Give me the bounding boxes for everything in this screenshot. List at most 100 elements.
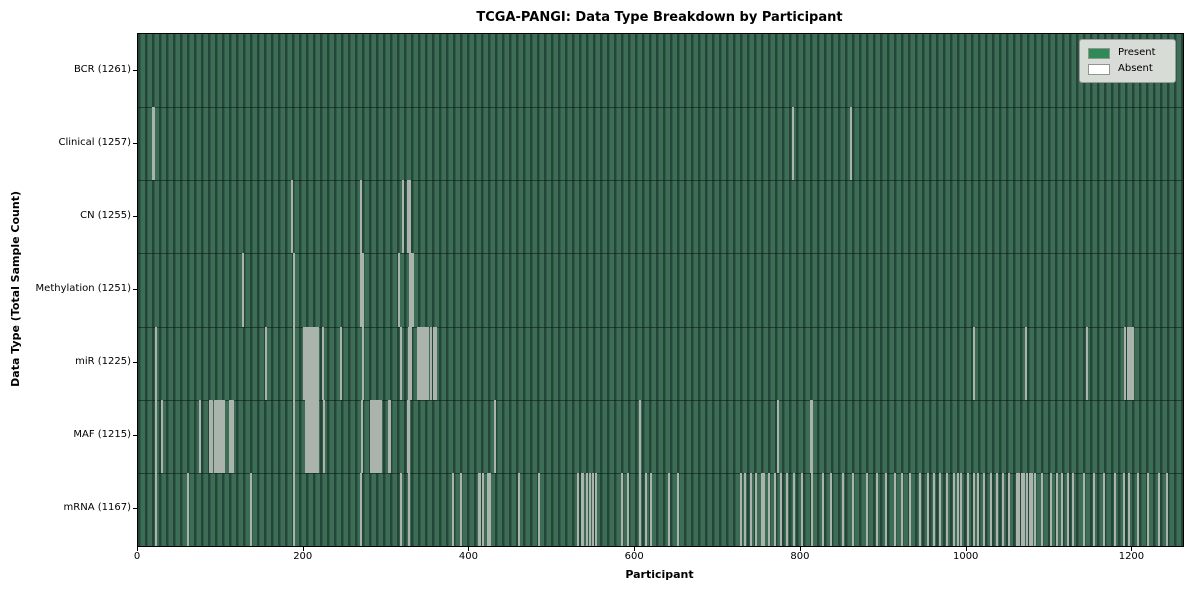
absent-stripe-mRNA <box>1061 472 1064 546</box>
absent-stripe-MAF <box>215 399 218 473</box>
y-tick-mark <box>133 142 137 144</box>
absent-stripe-Clinical <box>791 107 794 181</box>
absent-stripe-miR <box>1024 326 1027 400</box>
x-tick-label-400: 400 <box>458 551 479 562</box>
absent-stripe-mRNA <box>749 472 752 546</box>
absent-stripe-mRNA <box>743 472 746 546</box>
absent-stripe-mRNA <box>477 472 480 546</box>
absent-stripe-MAF <box>371 399 374 473</box>
absent-stripe-mRNA <box>577 472 580 546</box>
absent-stripe-mRNA <box>865 472 868 546</box>
x-tick-label-1200: 1200 <box>1118 551 1145 562</box>
absent-stripe-MAF <box>229 399 232 473</box>
x-tick-mark <box>1131 547 1133 551</box>
absent-stripe-MAF <box>376 399 379 473</box>
legend-swatch-present <box>1088 47 1110 59</box>
y-tick-mark <box>133 362 137 364</box>
x-tick-mark <box>965 547 967 551</box>
y-tick-label-BCR: BCR (1261) <box>73 63 131 75</box>
absent-stripe-mRNA <box>893 472 896 546</box>
legend: Present Absent <box>1079 39 1176 83</box>
x-tick-label-1000: 1000 <box>952 551 979 562</box>
y-tick-label-mRNA: mRNA (1167) <box>63 502 131 514</box>
absent-stripe-mRNA <box>1158 472 1161 546</box>
absent-stripe-mRNA <box>983 472 986 546</box>
row-separator <box>138 253 1183 255</box>
absent-stripe-miR <box>315 326 318 400</box>
legend-label: Present <box>1118 47 1156 58</box>
absent-stripe-Methylation <box>412 253 415 327</box>
absent-stripe-mRNA <box>638 472 641 546</box>
absent-stripe-mRNA <box>852 472 855 546</box>
absent-stripe-mRNA <box>989 472 992 546</box>
absent-stripe-MAF <box>379 399 382 473</box>
x-tick-mark <box>634 547 636 551</box>
absent-stripe-miR <box>264 326 267 400</box>
absent-stripe-mRNA <box>829 472 832 546</box>
absent-stripe-mRNA <box>486 472 489 546</box>
absent-stripe-miR <box>1128 326 1131 400</box>
x-axis-label: Participant <box>625 568 694 581</box>
absent-stripe-MAF <box>317 399 319 473</box>
y-tick-mark <box>133 508 137 510</box>
absent-stripe-MAF <box>360 399 363 473</box>
absent-stripe-mRNA <box>676 472 679 546</box>
absent-stripe-MAF <box>292 399 295 473</box>
absent-stripe-mRNA <box>960 472 963 546</box>
absent-stripe-miR <box>312 326 315 400</box>
absent-stripe-miR <box>1126 326 1129 400</box>
absent-stripe-miR <box>302 326 305 400</box>
absent-stripe-MAF <box>370 399 373 473</box>
absent-stripe-mRNA <box>1056 472 1059 546</box>
row-separator <box>138 180 1183 182</box>
absent-stripe-mRNA <box>155 472 158 546</box>
absent-stripe-mRNA <box>972 472 975 546</box>
absent-stripe-mRNA <box>918 472 921 546</box>
absent-stripe-mRNA <box>1103 472 1106 546</box>
absent-stripe-MAF <box>312 399 315 473</box>
absent-stripe-mRNA <box>932 472 935 546</box>
absent-stripe-miR <box>1086 326 1089 400</box>
absent-stripe-miR <box>433 326 436 400</box>
absent-stripe-Methylation <box>292 253 295 327</box>
absent-stripe-MAF <box>810 399 813 473</box>
absent-stripe-mRNA <box>479 472 482 546</box>
absent-stripe-mRNA <box>460 472 463 546</box>
absent-stripe-mRNA <box>650 472 653 546</box>
absent-stripe-miR <box>155 326 158 400</box>
absent-stripe-miR <box>399 326 402 400</box>
absent-stripe-mRNA <box>621 472 624 546</box>
absent-stripe-miR <box>408 326 411 400</box>
absent-stripe-mRNA <box>595 472 598 546</box>
absent-stripe-MAF <box>639 399 642 473</box>
y-tick-mark <box>133 289 137 290</box>
absent-stripe-mRNA <box>1015 472 1018 546</box>
absent-stripe-mRNA <box>488 472 491 546</box>
absent-stripe-mRNA <box>1122 472 1125 546</box>
absent-stripe-CN <box>291 180 294 254</box>
legend-entry: Absent <box>1088 61 1167 77</box>
absent-stripe-Clinical <box>152 107 155 181</box>
absent-stripe-miR <box>972 326 975 400</box>
absent-stripe-miR <box>304 326 307 400</box>
absent-stripe-mRNA <box>800 472 803 546</box>
absent-stripe-mRNA <box>739 472 742 546</box>
absent-stripe-MAF <box>322 399 325 473</box>
absent-stripe-MAF <box>373 399 376 473</box>
absent-stripe-MAF <box>230 399 233 473</box>
x-tick-label-600: 600 <box>624 551 644 562</box>
x-tick-label-0: 0 <box>133 551 141 562</box>
x-tick-mark <box>799 547 801 551</box>
y-tick-label-CN: CN (1255) <box>80 209 131 221</box>
absent-stripe-miR <box>313 326 316 400</box>
absent-stripe-MAF <box>217 399 220 473</box>
absent-stripe-miR <box>434 326 437 400</box>
absent-stripe-Clinical <box>849 107 852 181</box>
x-tick-mark <box>468 547 470 551</box>
absent-stripe-miR <box>340 326 343 400</box>
x-tick-mark <box>302 547 304 551</box>
absent-stripe-mRNA <box>399 472 402 546</box>
absent-stripe-mRNA <box>538 472 541 546</box>
absent-stripe-mRNA <box>773 472 776 546</box>
absent-stripe-mRNA <box>952 472 955 546</box>
